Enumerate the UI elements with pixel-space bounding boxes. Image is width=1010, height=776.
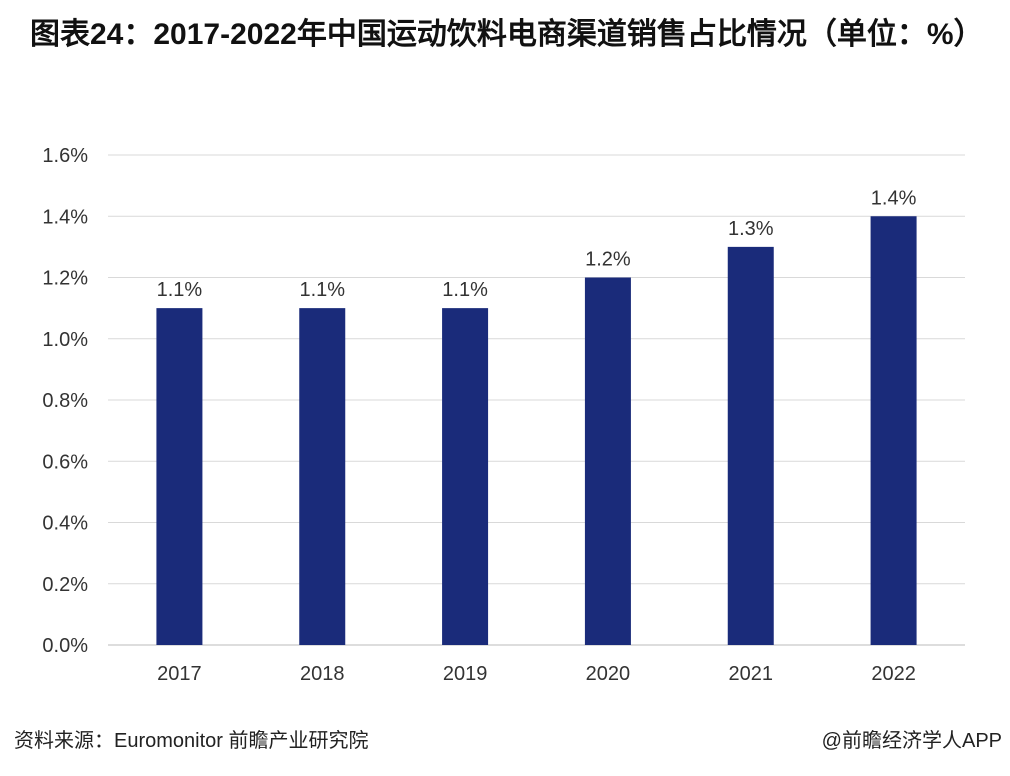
data-label: 1.3% xyxy=(728,218,774,240)
x-tick-label: 2020 xyxy=(586,663,631,685)
data-label: 1.1% xyxy=(157,279,203,301)
data-label: 1.1% xyxy=(442,279,488,301)
bar xyxy=(442,308,489,645)
x-tick-label: 2021 xyxy=(729,663,774,685)
bar xyxy=(870,216,917,645)
data-label: 1.4% xyxy=(871,187,917,209)
y-tick-label: 0.6% xyxy=(42,451,88,473)
y-tick-label: 0.2% xyxy=(42,574,88,596)
x-tick-label: 2018 xyxy=(300,663,345,685)
source-note: 资料来源：Euromonitor 前瞻产业研究院 xyxy=(14,730,369,752)
y-tick-label: 0.4% xyxy=(42,513,88,535)
x-tick-label: 2019 xyxy=(443,663,488,685)
y-tick-label: 1.0% xyxy=(42,329,88,351)
y-tick-label: 1.4% xyxy=(42,206,88,228)
data-label: 1.2% xyxy=(585,249,631,271)
data-label: 1.1% xyxy=(299,279,345,301)
y-tick-label: 0.8% xyxy=(42,390,88,412)
bar-chart: 0.0% 0.2% 0.4% 0.6% 0.8% 1.0% 1.2% 1.4% 1.6% 1.1%… xyxy=(42,145,965,685)
x-tick-label: 2022 xyxy=(871,663,916,685)
bar xyxy=(299,308,346,645)
bar xyxy=(156,308,203,645)
bar xyxy=(727,246,774,645)
credit-note: @前瞻经济学人APP xyxy=(821,730,1002,752)
y-tick-label: 1.6% xyxy=(42,145,88,167)
x-tick-label: 2017 xyxy=(157,663,202,685)
y-tick-label: 0.0% xyxy=(42,635,88,657)
y-tick-label: 1.2% xyxy=(42,268,88,290)
chart-title: 图表24：2017-2022年中国运动饮料电商渠道销售占比情况（单位：%） xyxy=(30,18,984,51)
bar xyxy=(584,277,631,645)
